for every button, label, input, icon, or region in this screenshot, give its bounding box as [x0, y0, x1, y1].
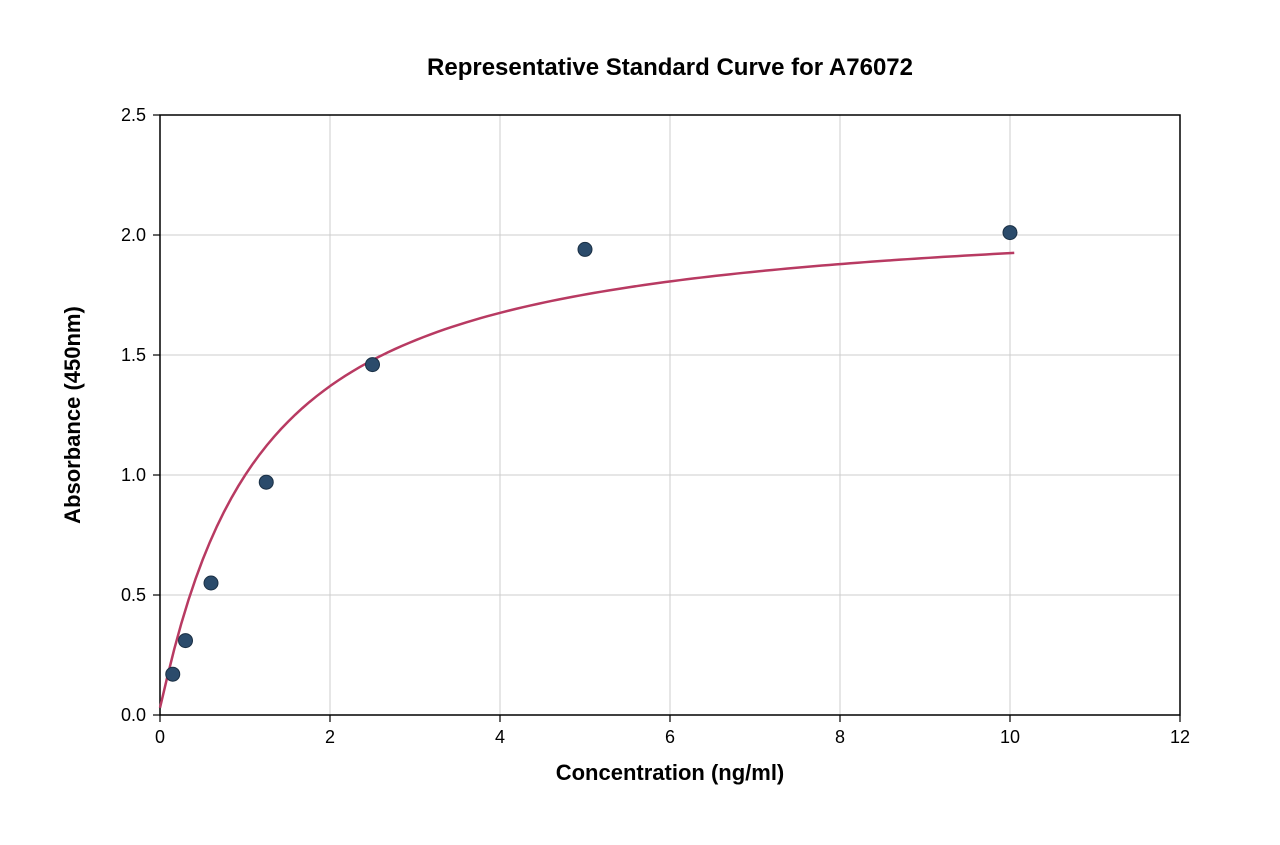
y-tick-label: 2.0 — [121, 225, 146, 245]
data-point — [366, 358, 380, 372]
chart-container: 0 2 4 6 8 10 12 0.0 0.5 1.0 1.5 2.0 2.5 Concentration… — [0, 0, 1280, 845]
y-tick-label: 2.5 — [121, 105, 146, 125]
y-tick-label: 0.5 — [121, 585, 146, 605]
data-point — [259, 475, 273, 489]
x-tick-label: 4 — [495, 727, 505, 747]
x-tick-label: 0 — [155, 727, 165, 747]
y-tick-label: 0.0 — [121, 705, 146, 725]
x-tick-label: 8 — [835, 727, 845, 747]
standard-curve-chart: 0 2 4 6 8 10 12 0.0 0.5 1.0 1.5 2.0 2.5 Concentration… — [0, 0, 1280, 845]
data-point — [204, 576, 218, 590]
x-tick-label: 10 — [1000, 727, 1020, 747]
data-point — [1003, 226, 1017, 240]
x-axis-label: Concentration (ng/ml) — [556, 760, 785, 785]
y-axis-label: Absorbance (450nm) — [60, 306, 85, 524]
data-point — [179, 634, 193, 648]
x-tick-label: 2 — [325, 727, 335, 747]
x-tick-label: 6 — [665, 727, 675, 747]
y-tick-label: 1.5 — [121, 345, 146, 365]
data-point — [578, 242, 592, 256]
x-tick-label: 12 — [1170, 727, 1190, 747]
data-point — [166, 667, 180, 681]
y-tick-label: 1.0 — [121, 465, 146, 485]
chart-title: Representative Standard Curve for A76072 — [427, 54, 913, 81]
